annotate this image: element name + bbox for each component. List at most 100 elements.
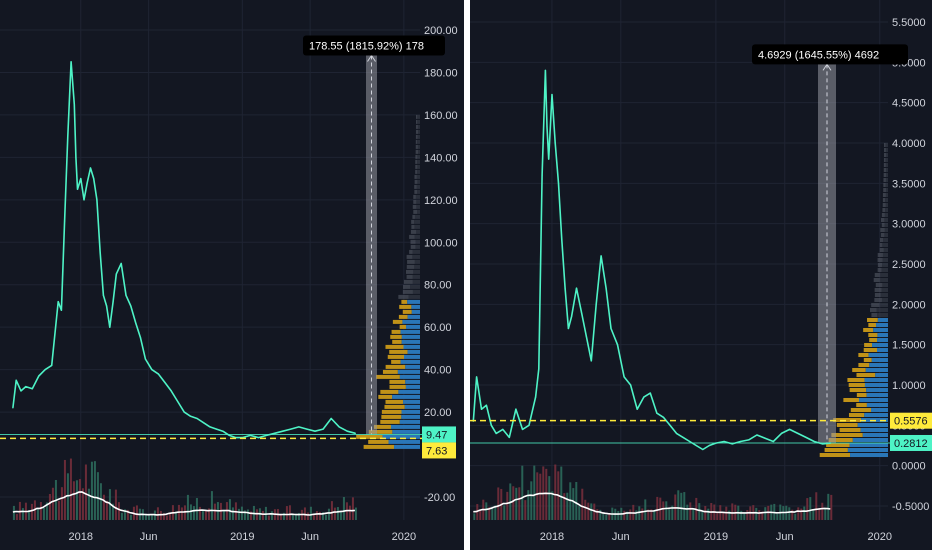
measure-tool[interactable] xyxy=(818,63,836,443)
chart-panel-right[interactable]: 5.5000 5.0000 4.5000 4.0000 3.5000 3.0000 2.50… xyxy=(470,0,932,550)
price-point xyxy=(274,432,276,434)
price-point xyxy=(170,390,172,392)
price-point xyxy=(330,417,332,420)
volume-bar xyxy=(318,511,321,520)
chart-right[interactable]: 5.50005.00004.50004.00003.50003.00002.50… xyxy=(470,0,932,550)
price-tag: 7.63 xyxy=(422,442,456,459)
price-point xyxy=(25,386,27,388)
price-point xyxy=(282,430,284,432)
volume-bar xyxy=(129,514,132,520)
volume-bar xyxy=(596,509,599,520)
volume-bar xyxy=(336,507,339,520)
price-tag-label: 9.47 xyxy=(426,429,447,441)
price-point xyxy=(600,255,602,257)
volume-bar xyxy=(213,503,216,520)
volume-bar xyxy=(629,509,632,520)
volume-bar xyxy=(150,515,153,520)
volume-bar xyxy=(27,510,30,520)
price-point xyxy=(821,443,824,445)
volume-bar xyxy=(635,510,638,520)
volume-bar xyxy=(201,510,204,520)
volume-bar xyxy=(812,510,815,520)
volume-bar xyxy=(680,492,683,520)
price-point xyxy=(669,424,671,426)
volume-bar xyxy=(78,479,81,520)
price-point xyxy=(764,437,766,439)
y-tick-label: -20.00 xyxy=(424,492,455,504)
price-point xyxy=(257,436,260,439)
price-point xyxy=(215,428,218,430)
volume-bar xyxy=(599,509,602,520)
x-tick-label: Jun xyxy=(776,531,794,543)
y-tick-label: 80.00 xyxy=(424,280,452,292)
volume-bar xyxy=(315,511,318,520)
price-point xyxy=(183,411,185,413)
volume-bar xyxy=(578,506,581,520)
price-point xyxy=(548,158,550,160)
y-tick-label: 100.00 xyxy=(424,237,458,249)
volume-bar xyxy=(581,488,584,520)
price-point xyxy=(120,262,122,265)
measure-callout-text: 4.6929 (1645.55%) 4692 xyxy=(758,49,879,61)
volume-bar xyxy=(48,494,51,520)
y-tick-label: 2.0000 xyxy=(892,299,926,311)
price-point xyxy=(682,436,684,439)
volume-bar xyxy=(168,513,171,520)
price-point xyxy=(151,369,153,371)
price-point xyxy=(190,415,192,417)
volume-bar xyxy=(716,511,719,520)
measure-tool[interactable] xyxy=(366,54,377,435)
volume-bar xyxy=(351,497,354,520)
volume-bar xyxy=(309,506,312,520)
volume-bar xyxy=(545,468,548,520)
volume-bar xyxy=(51,487,54,520)
volume-bar xyxy=(15,514,18,520)
volume-bar xyxy=(473,513,476,520)
price-point xyxy=(31,388,33,390)
y-tick-label: 200.00 xyxy=(424,25,458,37)
volume-bar xyxy=(183,505,186,520)
y-tick-label: 5.5000 xyxy=(892,17,926,29)
price-point xyxy=(564,287,566,289)
volume-profile xyxy=(819,143,888,457)
volume-bar xyxy=(698,503,701,520)
price-point xyxy=(135,322,137,324)
volume-bar xyxy=(294,513,297,520)
volume-bar xyxy=(530,481,533,520)
volume-bar xyxy=(809,497,812,520)
price-point xyxy=(595,303,597,305)
volume-bar xyxy=(479,509,482,520)
volume-bar xyxy=(803,506,806,520)
volume-bar xyxy=(291,514,294,520)
x-tick-label: 2020 xyxy=(868,531,892,543)
volume-bar xyxy=(788,507,791,520)
price-point xyxy=(249,434,251,437)
volume-bar xyxy=(63,459,66,520)
volume-bar xyxy=(740,510,743,520)
volume-bar xyxy=(701,511,704,520)
volume-bar xyxy=(117,502,120,520)
volume-bar xyxy=(485,502,488,520)
y-tick-label: 60.00 xyxy=(424,322,452,334)
volume-bar xyxy=(312,515,315,520)
volume-bar xyxy=(204,510,207,520)
volume-bar xyxy=(39,502,42,520)
price-point xyxy=(623,376,625,378)
volume-bar xyxy=(677,490,680,520)
volume-bar xyxy=(800,508,803,520)
volume-bar xyxy=(815,492,818,520)
volume-bar xyxy=(521,465,524,520)
y-tick-label: 120.00 xyxy=(424,195,458,207)
volume-bar xyxy=(348,505,351,520)
price-point xyxy=(695,444,697,447)
chart-left[interactable]: 200.00 180.00 160.00 140.00 120.00 100.00 80.0… xyxy=(0,0,464,550)
volume-profile xyxy=(356,114,420,449)
volume-bar xyxy=(590,503,593,520)
chart-panel-left[interactable]: 200.00 180.00 160.00 140.00 120.00 100.00 80.0… xyxy=(0,0,464,550)
price-point xyxy=(490,424,492,426)
volume-bar xyxy=(668,508,671,520)
price-point xyxy=(546,126,548,128)
price-point xyxy=(515,408,517,410)
volume-bar xyxy=(524,500,527,520)
volume-bar xyxy=(731,503,734,520)
